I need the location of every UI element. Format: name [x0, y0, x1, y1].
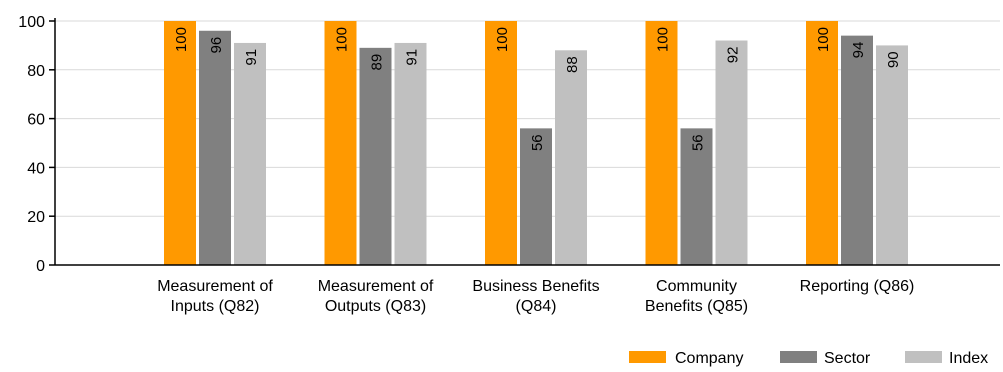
data-label-index-3: 92 — [725, 47, 742, 64]
legend-label-company: Company — [675, 350, 743, 367]
x-tick-label-0: Measurement of Inputs (Q82) — [157, 278, 273, 315]
data-label-company-4: 100 — [815, 27, 832, 52]
data-label-index-0: 91 — [243, 49, 260, 66]
data-label-sector-1: 89 — [369, 54, 386, 71]
data-label-sector-0: 96 — [208, 37, 225, 54]
data-label-sector-3: 56 — [690, 134, 707, 151]
data-labels: 100 100 100 100 100 96 89 56 56 94 91 91 88 92 90 — [173, 27, 902, 151]
bar-company-3 — [645, 21, 678, 265]
bar-sector-2 — [520, 128, 552, 265]
bar-index-1 — [394, 42, 427, 266]
data-label-company-0: 100 — [173, 27, 190, 52]
bar-sector-3 — [680, 128, 713, 265]
bar-company-4 — [806, 21, 838, 265]
x-tick-label-4: Reporting (Q86) — [800, 278, 915, 295]
bar-index-0 — [234, 42, 266, 266]
legend-label-index: Index — [949, 350, 988, 367]
bar-index-3 — [715, 40, 748, 265]
data-label-index-1: 91 — [404, 49, 421, 66]
legend-swatch-sector — [780, 351, 817, 363]
legend: Company Sector Index — [629, 350, 988, 367]
bar-company-1 — [324, 21, 357, 265]
bar-sector-1 — [359, 47, 392, 266]
y-tick-label-60: 60 — [27, 112, 45, 129]
bar-company-0 — [164, 21, 196, 265]
legend-swatch-index — [905, 351, 942, 363]
data-label-company-3: 100 — [655, 27, 672, 52]
bar-index-4 — [876, 45, 908, 266]
axes: 0 20 40 60 80 100 Measurement of Inputs (Q82) Me… — [18, 14, 1000, 315]
y-tick-label-100: 100 — [18, 14, 45, 31]
data-label-sector-2: 56 — [529, 134, 546, 151]
x-tick-label-2: Business Benefits (Q84) — [472, 278, 599, 315]
bar-sector-0 — [199, 30, 231, 266]
bar-sector-4 — [841, 35, 873, 265]
y-tick-label-80: 80 — [27, 63, 45, 80]
x-tick-label-3: Community Benefits (Q85) — [645, 278, 748, 315]
data-label-company-2: 100 — [494, 27, 511, 52]
y-tick-label-40: 40 — [27, 160, 45, 177]
y-tick-label-20: 20 — [27, 209, 45, 226]
bar-company-2 — [485, 21, 517, 265]
data-label-index-2: 88 — [564, 56, 581, 73]
x-tick-label-1: Measurement of Outputs (Q83) — [318, 278, 434, 315]
data-label-sector-4: 94 — [850, 42, 867, 59]
bar-index-2 — [555, 50, 587, 265]
legend-label-sector: Sector — [824, 350, 871, 367]
data-label-company-1: 100 — [334, 27, 351, 52]
legend-swatch-company — [629, 351, 666, 363]
bars — [164, 21, 908, 266]
y-tick-label-0: 0 — [36, 258, 45, 275]
data-label-index-4: 90 — [885, 51, 902, 68]
